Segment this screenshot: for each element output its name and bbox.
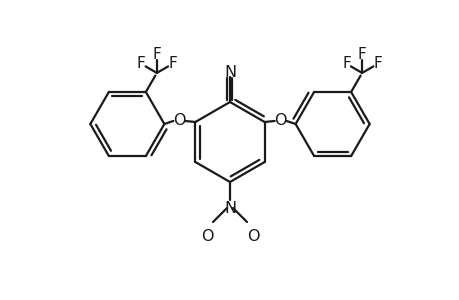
- Text: F: F: [168, 56, 176, 71]
- Text: O: O: [274, 112, 286, 128]
- Text: O: O: [246, 229, 259, 244]
- Text: F: F: [341, 56, 350, 71]
- Text: F: F: [357, 47, 366, 62]
- Text: O: O: [200, 229, 213, 244]
- Text: N: N: [224, 64, 235, 80]
- Text: F: F: [152, 47, 161, 62]
- Text: N: N: [224, 201, 235, 216]
- Text: F: F: [373, 56, 381, 71]
- Text: F: F: [137, 56, 146, 71]
- Text: O: O: [173, 112, 185, 128]
